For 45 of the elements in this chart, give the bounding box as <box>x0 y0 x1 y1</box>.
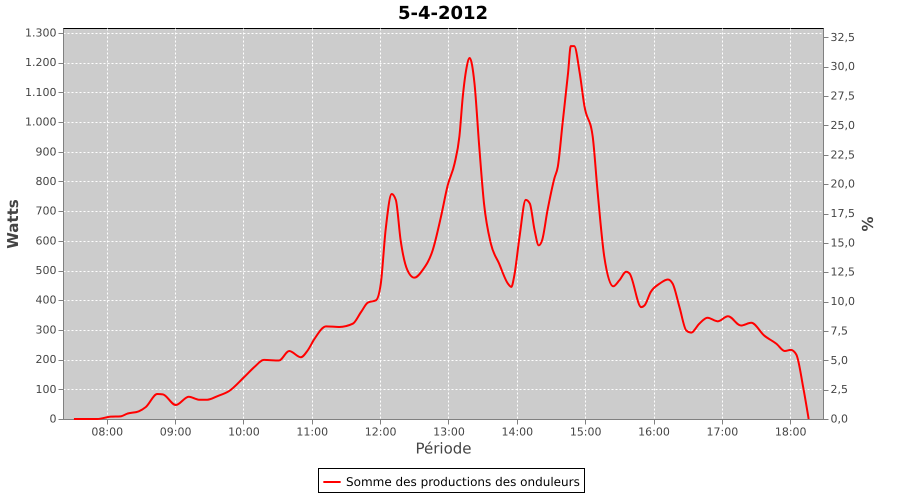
y2-tick-label: 7,5 <box>830 324 848 338</box>
y-tick-label: 1.300 <box>25 26 56 40</box>
y2-tick-label: 27,5 <box>830 90 855 103</box>
x-tick-label: 10:00 <box>228 426 260 438</box>
y-tick-label: 900 <box>36 145 56 158</box>
x-tick-label: 15:00 <box>570 426 602 438</box>
y-tick-label: 1.100 <box>25 86 56 99</box>
y2-tick-label: 12,5 <box>830 266 855 279</box>
x-tick-label: 18:00 <box>774 426 807 438</box>
y2-tick-label: 15,0 <box>830 236 855 250</box>
y2-tick-label: 2,5 <box>830 383 848 396</box>
x-tick-label: 17:00 <box>706 426 738 438</box>
y2-tick-label: 32,5 <box>830 30 855 44</box>
y2-tick-label: 17,5 <box>830 207 855 220</box>
x-tick-label: 16:00 <box>638 426 670 438</box>
x-tick-label: 14:00 <box>501 426 534 438</box>
y-tick-label: 1.200 <box>25 56 56 70</box>
y2-tick-label: 25,0 <box>830 118 855 132</box>
line-series <box>72 45 810 420</box>
x-tick-label: 11:00 <box>296 426 328 438</box>
y2-tick-label: 30,0 <box>830 60 855 74</box>
y2-tick-label: 5,0 <box>830 354 848 367</box>
x-tick-label: 08:00 <box>91 426 124 438</box>
y-tick-label: 200 <box>36 353 56 366</box>
y-tick-label: 0 <box>50 412 56 426</box>
x-tick-label: 09:00 <box>160 426 192 438</box>
y-axis-title: Watts <box>4 199 22 249</box>
chart-title: 5-4-2012 <box>398 3 488 24</box>
y2-tick-label: 22,5 <box>830 148 855 162</box>
legend-label: Somme des productions des onduleurs <box>346 475 580 489</box>
y2-axis-title: % <box>858 216 876 232</box>
y-tick-label: 400 <box>36 294 56 307</box>
y2-tick-label: 0,0 <box>830 412 848 426</box>
y-tick-label: 500 <box>36 264 56 278</box>
x-axis-title: Période <box>415 440 472 458</box>
y-tick-label: 800 <box>36 174 56 188</box>
y2-tick-label: 10,0 <box>830 295 855 308</box>
y-tick-label: 1.000 <box>25 116 56 129</box>
x-tick-label: 12:00 <box>364 426 396 438</box>
y-tick-label: 100 <box>36 382 56 396</box>
y-tick-label: 600 <box>36 234 56 248</box>
y2-tick-label: 20,0 <box>830 178 855 191</box>
y-tick-label: 700 <box>36 204 56 218</box>
y-tick-label: 300 <box>36 323 56 336</box>
x-tick-label: 13:00 <box>433 426 465 438</box>
